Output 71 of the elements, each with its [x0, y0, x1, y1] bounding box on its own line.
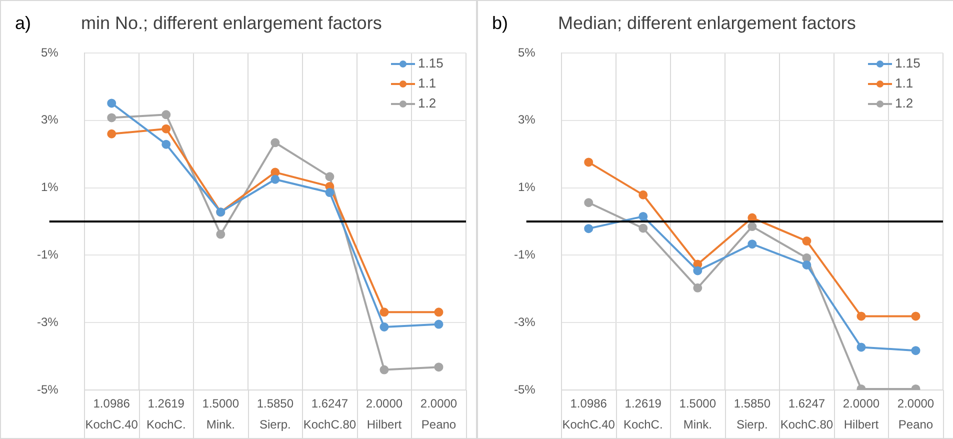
- point: [380, 365, 389, 374]
- x-tick-label: 1.2619 KochC.: [146, 396, 186, 432]
- point: [325, 188, 334, 198]
- point: [107, 113, 116, 122]
- y-tick-label: 5%: [518, 45, 536, 60]
- x-tick-label: 1.6247 KochC.80: [303, 396, 356, 432]
- x-tick-label: 2.0000 Peano: [420, 396, 458, 432]
- legend-label: 1.2: [418, 96, 436, 111]
- point: [911, 346, 920, 356]
- point: [162, 110, 171, 120]
- chart-title: min No.; different enlargement factors: [81, 12, 382, 33]
- point: [584, 158, 594, 167]
- point: [693, 283, 702, 292]
- legend-label: 1.15: [418, 56, 444, 71]
- x-tick-label: 1.6247 KochC.80: [780, 396, 834, 432]
- legend-label: 1.1: [418, 76, 436, 91]
- text: b): [492, 12, 508, 33]
- point: [748, 222, 757, 232]
- point: [802, 236, 812, 246]
- point: [693, 266, 702, 276]
- y-tick-label: 3%: [518, 112, 536, 127]
- point: [434, 320, 444, 329]
- point: [325, 172, 334, 182]
- x-tick-label: 1.0986 KochC.40: [85, 396, 138, 432]
- point: [748, 240, 757, 249]
- x-tick-label: 1.0986 KochC.40: [562, 396, 616, 432]
- y-tick-label: 5%: [40, 45, 59, 60]
- y-tick-label: -3%: [36, 314, 59, 329]
- x-tick-label: 2.0000 Hilbert: [366, 396, 403, 432]
- x-tick-label: 2.0000 Peano: [897, 396, 934, 432]
- x-tick-label: 1.2619 KochC.: [623, 396, 663, 432]
- point: [802, 260, 812, 270]
- point: [107, 98, 116, 108]
- legend-label: 1.1: [895, 76, 914, 91]
- point: [380, 308, 389, 317]
- legend-label: 1.15: [895, 56, 920, 71]
- point: [856, 312, 866, 321]
- point: [162, 124, 171, 134]
- text: a): [15, 12, 32, 33]
- point: [802, 253, 812, 262]
- y-tick-label: -1%: [514, 248, 536, 262]
- point: [434, 362, 444, 372]
- x-tick-label: 1.5850 Sierp.: [734, 396, 771, 432]
- point: [584, 198, 594, 208]
- y-tick-label: 3%: [40, 112, 59, 127]
- x-tick-label: 1.5850 Sierp.: [256, 396, 294, 432]
- point: [434, 308, 444, 317]
- point: [270, 174, 280, 184]
- point: [856, 342, 866, 352]
- legend-label: 1.2: [895, 96, 914, 111]
- point: [638, 190, 648, 200]
- y-tick-label: -5%: [36, 382, 59, 396]
- y-tick-label: -3%: [514, 314, 536, 329]
- point: [270, 138, 280, 148]
- chart-title: Median; different enlargement factors: [558, 12, 856, 33]
- point: [584, 224, 594, 234]
- point: [911, 312, 920, 321]
- point: [107, 129, 116, 138]
- point: [638, 212, 648, 221]
- y-tick-label: 1%: [518, 180, 536, 194]
- x-tick-label: 2.0000 Hilbert: [842, 396, 880, 432]
- point: [162, 140, 171, 149]
- point: [270, 168, 280, 177]
- y-tick-label: -1%: [36, 248, 59, 262]
- x-tick-label: 1.5000 Mink.: [679, 396, 716, 432]
- y-tick-label: -5%: [514, 382, 536, 396]
- point: [380, 322, 389, 332]
- y-tick-label: 1%: [40, 180, 59, 194]
- x-tick-label: 1.5000 Mink.: [202, 396, 240, 432]
- point: [638, 224, 648, 233]
- point: [216, 230, 226, 239]
